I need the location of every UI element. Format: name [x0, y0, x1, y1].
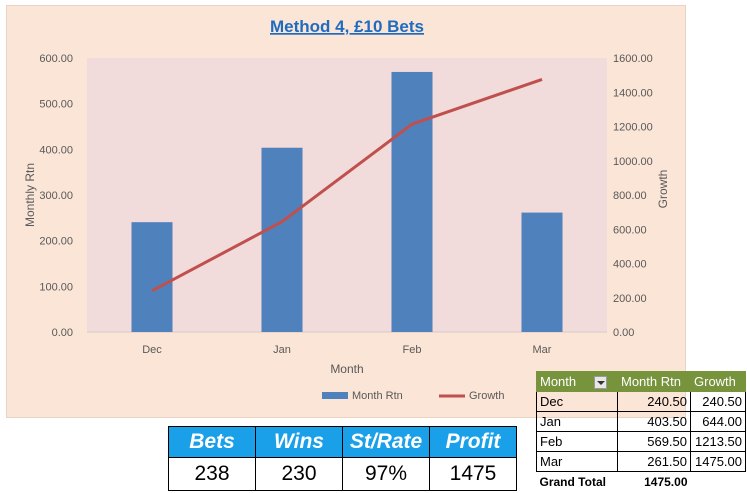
y2-tick-label: 0.00 — [613, 327, 634, 339]
y2-tick-label: 200.00 — [613, 293, 647, 305]
growth-line — [151, 77, 543, 293]
y-tick-label: 400.00 — [39, 144, 73, 156]
legend-swatch-month-rtn — [322, 392, 348, 399]
pivot-cell-month-rtn[interactable]: 240.50 — [617, 391, 691, 412]
y2-axis-title: Growth — [656, 170, 670, 209]
pivot-total-label: Grand Total — [539, 474, 606, 489]
stats-header-wins: Wins — [255, 426, 343, 458]
pivot-cell-month[interactable]: Dec — [536, 391, 618, 412]
pivot-cell-month-rtn[interactable]: 569.50 — [617, 431, 691, 452]
y2-tick-label: 600.00 — [613, 224, 647, 236]
stats-header-row: Bets Wins St/Rate Profit — [168, 426, 517, 458]
bar — [261, 147, 303, 332]
stats-header-strike-rate: St/Rate — [342, 426, 430, 458]
pivot-cell-month[interactable]: Mar — [536, 451, 618, 472]
chart-title: Method 4, £10 Bets — [270, 17, 424, 36]
pivot-header-month-label: Month — [540, 373, 577, 389]
pivot-header-row: Month Month Rtn Growth — [536, 371, 746, 392]
stats-value-wins[interactable]: 230 — [255, 457, 343, 491]
stats-value-strike-rate[interactable]: 97% — [342, 457, 430, 491]
y-tick-label: 300.00 — [39, 190, 73, 202]
stats-value-row: 238 230 97% 1475 — [168, 457, 517, 491]
pivot-row: Mar 261.50 1475.00 — [536, 451, 746, 472]
y2-tick-label: 1200.00 — [613, 122, 653, 134]
y-tick-label: 500.00 — [39, 99, 73, 111]
legend-label-growth: Growth — [469, 390, 504, 402]
y2-tick-label: 1400.00 — [613, 87, 653, 99]
y-tick-label: 0.00 — [52, 327, 73, 339]
y-tick-label: 100.00 — [39, 281, 73, 293]
stats-value-bets[interactable]: 238 — [168, 457, 256, 491]
stats-value-profit[interactable]: 1475 — [429, 457, 517, 491]
x-tick-label: Mar — [533, 344, 552, 356]
bar — [131, 222, 173, 332]
pivot-total-value: 1475.00 — [644, 474, 688, 489]
pivot-row: Feb 569.50 1213.50 — [536, 431, 746, 452]
pivot-cell-growth[interactable]: 1475.00 — [690, 451, 746, 472]
filter-dropdown-icon[interactable] — [594, 376, 608, 390]
pivot-header-month: Month — [536, 371, 618, 392]
bar — [391, 71, 433, 332]
x-tick-label: Dec — [142, 344, 162, 356]
pivot-cell-growth[interactable]: 1213.50 — [690, 431, 746, 452]
pivot-total-empty — [691, 472, 746, 492]
pivot-total-row: Grand Total 1475.00 — [537, 472, 746, 492]
x-tick-label: Feb — [403, 344, 422, 356]
y-tick-label: 600.00 — [39, 53, 73, 65]
pivot-header-month-rtn: Month Rtn — [617, 371, 691, 392]
stats-table: Bets Wins St/Rate Profit 238 230 97% 147… — [168, 426, 517, 491]
pivot-cell-month-rtn[interactable]: 403.50 — [617, 411, 691, 432]
stats-header-bets: Bets — [168, 426, 256, 458]
y2-tick-label: 800.00 — [613, 190, 647, 202]
plot-area — [87, 58, 607, 332]
x-tick-label: Jan — [273, 344, 291, 356]
pivot-row: Dec 240.50 240.50 — [536, 391, 746, 412]
x-axis-title: Month — [330, 362, 363, 376]
legend-label-month-rtn: Month Rtn — [352, 390, 403, 402]
pivot-cell-month[interactable]: Feb — [536, 431, 618, 452]
y-tick-label: 200.00 — [39, 236, 73, 248]
combo-chart: Method 4, £10 Bets 0.00 100.00 200.00 300.00… — [23, 17, 670, 402]
pivot-cell-growth[interactable]: 644.00 — [690, 411, 746, 432]
bar — [521, 212, 563, 332]
chart-area: Method 4, £10 Bets 0.00 100.00 200.00 300.00… — [6, 5, 686, 418]
pivot-cell-month[interactable]: Jan — [536, 411, 618, 432]
stats-header-profit: Profit — [429, 426, 517, 458]
y-axis-title: Monthly Rtn — [23, 163, 37, 227]
pivot-cell-month-rtn[interactable]: 261.50 — [617, 451, 691, 472]
pivot-row: Jan 403.50 644.00 — [536, 411, 746, 432]
pivot-cell-growth[interactable]: 240.50 — [690, 391, 746, 412]
y2-tick-label: 1000.00 — [613, 156, 653, 168]
pivot-header-growth: Growth — [690, 371, 746, 392]
y2-tick-label: 400.00 — [613, 259, 647, 271]
pivot-table: Month Month Rtn Growth Dec 240.50 240.50… — [536, 371, 746, 491]
y2-tick-label: 1600.00 — [613, 53, 653, 65]
